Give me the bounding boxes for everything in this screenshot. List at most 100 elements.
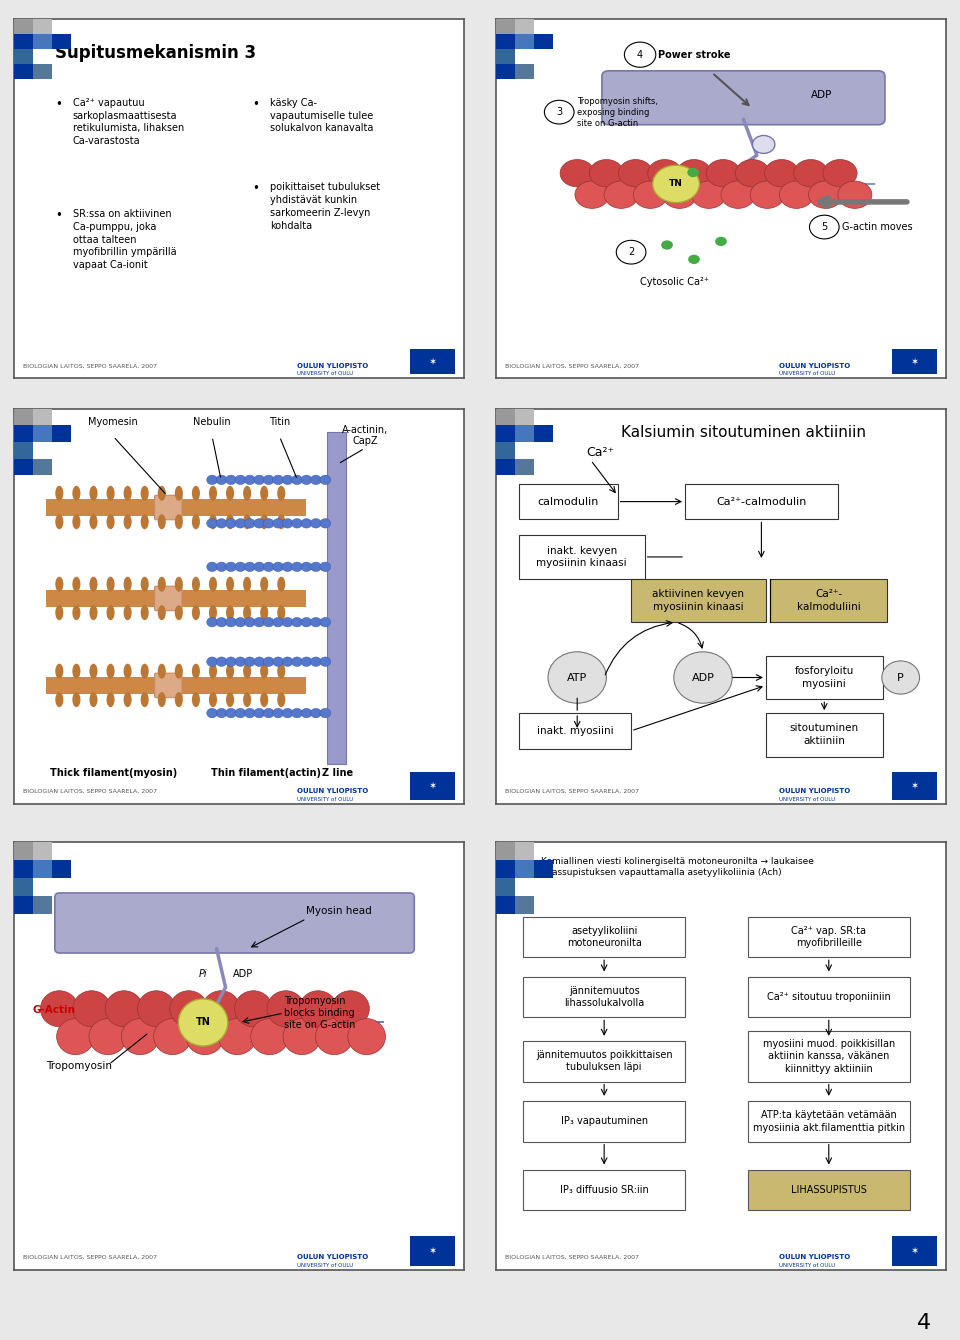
Ellipse shape	[89, 515, 98, 529]
Circle shape	[753, 135, 775, 154]
Ellipse shape	[175, 576, 183, 592]
Bar	[34, 859, 52, 878]
Circle shape	[838, 181, 872, 209]
Text: 4: 4	[917, 1313, 931, 1333]
Ellipse shape	[260, 576, 268, 592]
Bar	[302, 619, 328, 624]
Text: ✶: ✶	[910, 356, 918, 367]
Bar	[410, 350, 455, 374]
Ellipse shape	[107, 576, 114, 592]
Circle shape	[677, 159, 711, 186]
Circle shape	[253, 657, 265, 666]
Circle shape	[316, 1018, 353, 1055]
Circle shape	[121, 1018, 159, 1055]
Ellipse shape	[192, 606, 200, 620]
Text: UNIVERSITY of OULU: UNIVERSITY of OULU	[780, 371, 835, 377]
Ellipse shape	[141, 693, 149, 708]
Ellipse shape	[72, 515, 81, 529]
Bar	[685, 484, 838, 520]
Bar	[410, 1235, 455, 1266]
Circle shape	[808, 181, 843, 209]
Circle shape	[234, 990, 273, 1026]
Text: inakt. kevyen
myosiinin kinaasi: inakt. kevyen myosiinin kinaasi	[537, 545, 627, 568]
Bar	[34, 425, 52, 442]
Ellipse shape	[277, 486, 285, 501]
Ellipse shape	[243, 515, 252, 529]
Text: BIOLOGIAN LAITOS, SEPPO SAARELA, 2007: BIOLOGIAN LAITOS, SEPPO SAARELA, 2007	[23, 364, 157, 368]
Circle shape	[216, 476, 227, 485]
Circle shape	[618, 159, 653, 186]
Text: Myosin head: Myosin head	[306, 906, 372, 917]
Text: •: •	[55, 209, 61, 222]
Circle shape	[575, 181, 609, 209]
Circle shape	[263, 476, 275, 485]
Circle shape	[235, 519, 246, 528]
Text: Power stroke: Power stroke	[658, 50, 731, 60]
Bar	[766, 655, 882, 699]
Ellipse shape	[124, 663, 132, 678]
Bar	[523, 1101, 685, 1142]
Text: OULUN YLIOPISTO: OULUN YLIOPISTO	[780, 363, 851, 369]
Circle shape	[301, 476, 312, 485]
Circle shape	[273, 519, 283, 528]
Bar	[496, 458, 516, 476]
Bar	[14, 442, 34, 458]
Circle shape	[226, 618, 236, 627]
Circle shape	[282, 657, 293, 666]
Circle shape	[253, 618, 265, 627]
Bar	[14, 842, 34, 859]
Circle shape	[216, 657, 227, 666]
Ellipse shape	[209, 576, 217, 592]
Bar	[518, 484, 617, 520]
Circle shape	[251, 1018, 288, 1055]
Circle shape	[823, 159, 857, 186]
Text: BIOLOGIAN LAITOS, SEPPO SAARELA, 2007: BIOLOGIAN LAITOS, SEPPO SAARELA, 2007	[23, 789, 157, 795]
Circle shape	[310, 709, 322, 718]
Text: OULUN YLIOPISTO: OULUN YLIOPISTO	[298, 788, 369, 795]
Ellipse shape	[209, 486, 217, 501]
Text: calmodulin: calmodulin	[538, 497, 599, 507]
Bar	[748, 977, 910, 1017]
Bar	[34, 64, 52, 79]
Bar	[523, 1041, 685, 1081]
Text: Ca²⁺ vap. SR:ta
myofibrilleille: Ca²⁺ vap. SR:ta myofibrilleille	[791, 926, 866, 949]
Circle shape	[245, 709, 255, 718]
Ellipse shape	[72, 576, 81, 592]
Circle shape	[310, 561, 322, 572]
Circle shape	[320, 476, 330, 485]
Bar	[518, 535, 644, 579]
Ellipse shape	[124, 486, 132, 501]
Circle shape	[263, 618, 275, 627]
FancyBboxPatch shape	[155, 673, 182, 698]
Bar	[516, 895, 534, 914]
Circle shape	[170, 990, 207, 1026]
Circle shape	[245, 657, 255, 666]
Ellipse shape	[209, 663, 217, 678]
Bar	[46, 677, 306, 694]
Circle shape	[634, 181, 667, 209]
Circle shape	[273, 476, 283, 485]
Text: ✶: ✶	[428, 1246, 436, 1256]
Bar	[14, 425, 34, 442]
Text: IP₃ diffuusio SR:iin: IP₃ diffuusio SR:iin	[560, 1185, 649, 1195]
Circle shape	[624, 42, 656, 67]
Ellipse shape	[192, 663, 200, 678]
Text: SR:ssa on aktiivinen
Ca-pumppu, joka
ottaa talteen
myofibrillin ympärillä
vapaat: SR:ssa on aktiivinen Ca-pumppu, joka ott…	[73, 209, 177, 271]
Bar	[14, 859, 34, 878]
Text: UNIVERSITY of OULU: UNIVERSITY of OULU	[780, 1264, 835, 1268]
Circle shape	[253, 709, 265, 718]
Circle shape	[282, 618, 293, 627]
Bar	[892, 1235, 937, 1266]
Circle shape	[794, 159, 828, 186]
Text: poikittaiset tubulukset
yhdistävät kunkin
sarkomeerin Z-levyn
kohdalta: poikittaiset tubulukset yhdistävät kunki…	[271, 182, 380, 230]
Ellipse shape	[157, 693, 166, 708]
Circle shape	[186, 1018, 224, 1055]
Bar	[14, 878, 34, 895]
Ellipse shape	[89, 576, 98, 592]
Ellipse shape	[209, 693, 217, 708]
Text: TN: TN	[196, 1017, 210, 1028]
Ellipse shape	[209, 515, 217, 529]
Text: ✶: ✶	[910, 781, 918, 791]
Bar	[302, 477, 328, 482]
Bar	[496, 409, 516, 425]
